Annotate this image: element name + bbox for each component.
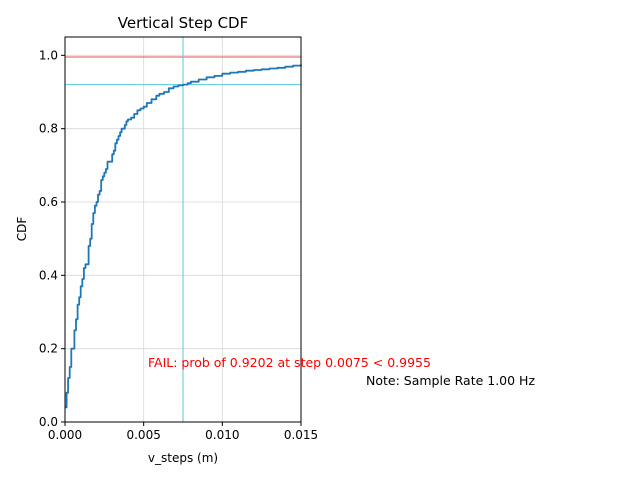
y-tick-label: 0.6 [39,195,58,209]
y-tick-label: 0.8 [39,122,58,136]
x-tick-label: 0.000 [48,428,82,442]
series-layer [65,64,302,409]
axes-frame [64,36,302,423]
y-axis-ticks: 0.0 0.2 0.4 0.6 0.8 1.0 [39,48,65,429]
y-tick-label: 0.4 [39,268,58,282]
x-axis-ticks: 0.000 0.005 0.010 0.015 [48,422,318,442]
x-tick-label: 0.015 [284,428,318,442]
y-tick-label: 0.2 [39,342,58,356]
x-axis-label: v_steps (m) [148,451,218,465]
y-axis-label: CDF [15,217,29,242]
y-tick-label: 0.0 [39,415,58,429]
x-tick-label: 0.005 [126,428,160,442]
sample-rate-note: Note: Sample Rate 1.00 Hz [366,373,535,388]
y-tick-label: 1.0 [39,48,58,62]
cdf-step-line [65,64,302,409]
fail-annotation: FAIL: prob of 0.9202 at step 0.0075 < 0.… [148,355,431,370]
x-tick-label: 0.010 [205,428,239,442]
chart-title: Vertical Step CDF [118,14,249,32]
